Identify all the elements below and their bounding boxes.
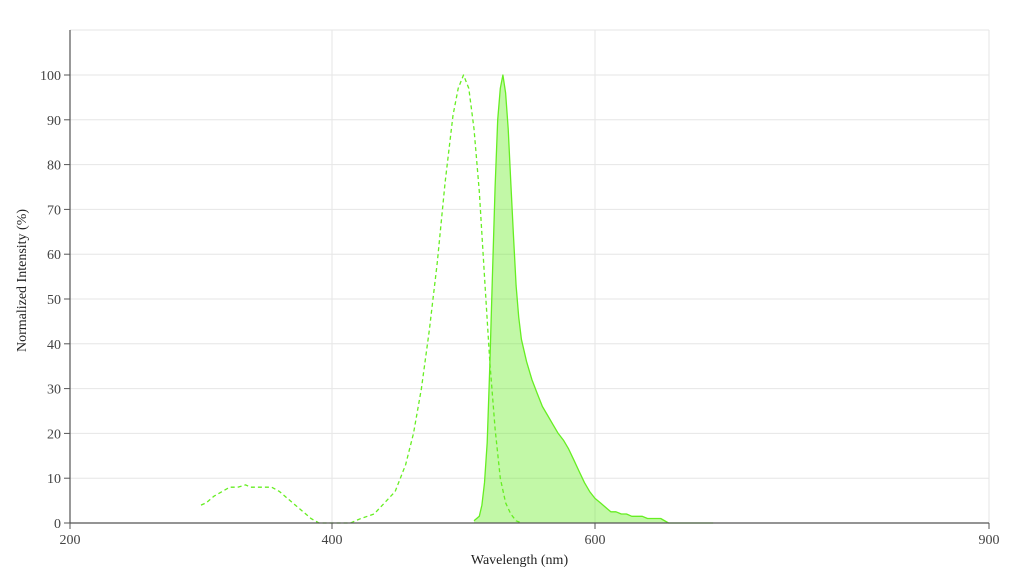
y-tick-label-60: 60: [47, 248, 61, 263]
x-tick-label-900: 900: [979, 533, 1000, 548]
series-layer: [200, 74, 714, 524]
x-tick-label-200: 200: [60, 533, 81, 548]
y-tick-label-90: 90: [47, 114, 61, 129]
y-tick-label-40: 40: [47, 338, 61, 353]
y-tick-label-10: 10: [47, 472, 61, 487]
y-tick-label-50: 50: [47, 293, 61, 308]
series-1-line: [473, 74, 714, 524]
series-1-area: [474, 75, 714, 523]
y-tick-label-20: 20: [47, 427, 61, 442]
y-axis-title: Normalized Intensity (%): [15, 209, 30, 352]
series-0-line: [200, 74, 522, 524]
y-tick-label-0: 0: [54, 517, 61, 532]
grid: [70, 29, 990, 523]
y-tick-label-30: 30: [47, 383, 61, 398]
y-tick-label-100: 100: [40, 69, 61, 84]
y-tick-label-70: 70: [47, 203, 61, 218]
y-tick-label-80: 80: [47, 159, 61, 174]
x-axis-title: Wavelength (nm): [471, 553, 569, 568]
x-tick-label-600: 600: [585, 533, 606, 548]
x-tick-label-400: 400: [322, 533, 343, 548]
axes: 0 10 20 30 40 50 60 70 80 90 100 200 400 600 900: [40, 30, 1000, 548]
